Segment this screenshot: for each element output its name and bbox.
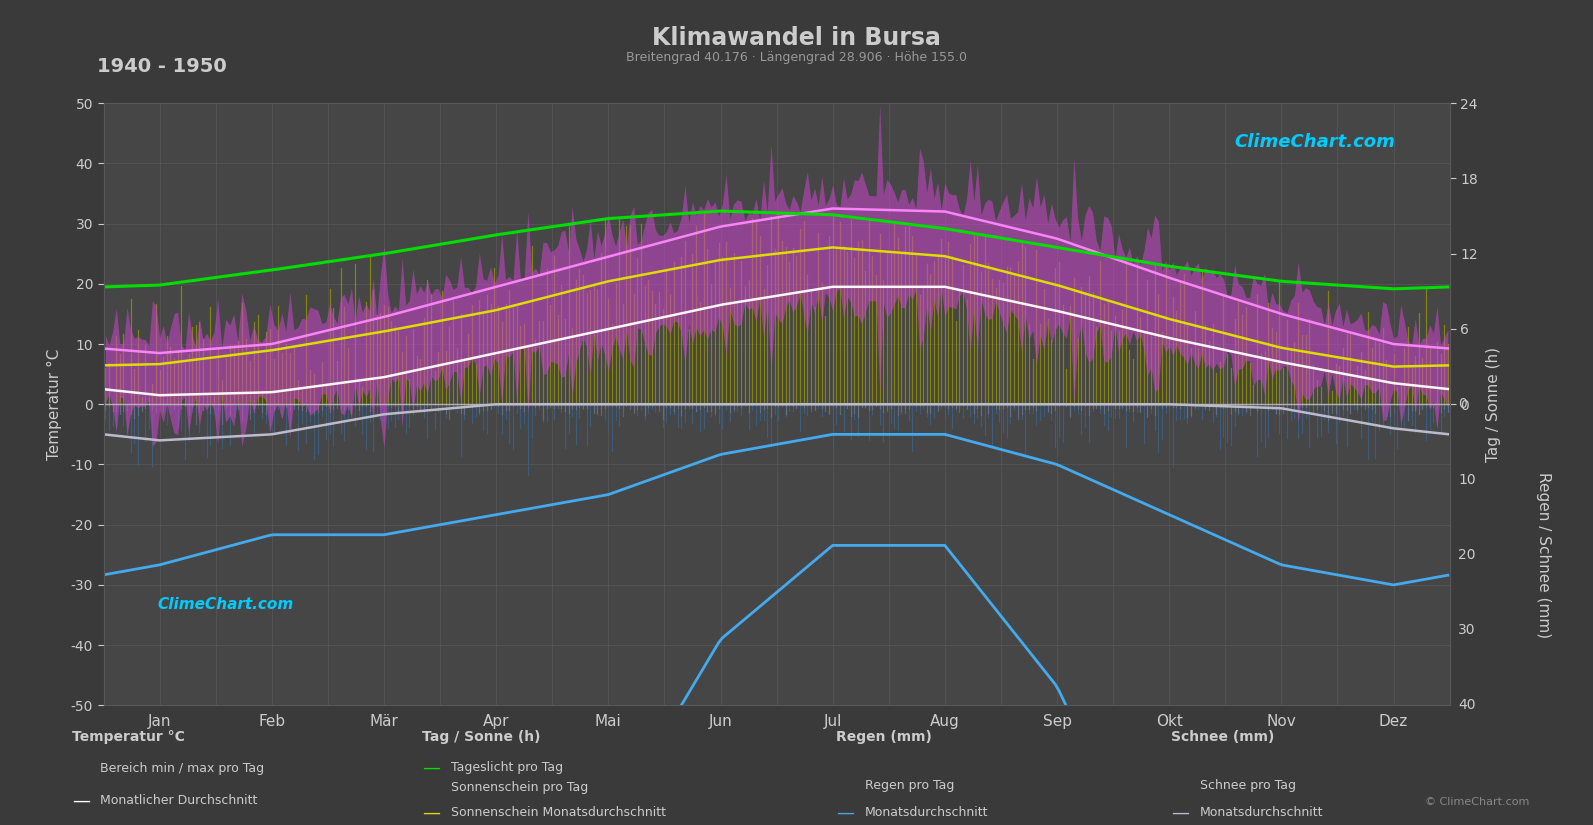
Y-axis label: Temperatur °C: Temperatur °C — [48, 348, 62, 460]
Text: Monatsdurchschnitt: Monatsdurchschnitt — [1200, 806, 1324, 819]
Text: 40: 40 — [1458, 699, 1475, 712]
Text: —: — — [836, 804, 854, 822]
Text: 0: 0 — [1458, 398, 1467, 411]
Text: Klimawandel in Bursa: Klimawandel in Bursa — [652, 26, 941, 50]
Text: Bereich min / max pro Tag: Bereich min / max pro Tag — [100, 762, 264, 776]
Text: 30: 30 — [1458, 623, 1475, 637]
Text: Regen (mm): Regen (mm) — [836, 730, 932, 744]
Text: Sonnenschein Monatsdurchschnitt: Sonnenschein Monatsdurchschnitt — [451, 806, 666, 819]
Text: © ClimeChart.com: © ClimeChart.com — [1424, 797, 1529, 807]
Text: —: — — [1171, 804, 1188, 822]
Text: Temperatur °C: Temperatur °C — [72, 730, 185, 744]
Text: Schnee (mm): Schnee (mm) — [1171, 730, 1274, 744]
Text: Monatsdurchschnitt: Monatsdurchschnitt — [865, 806, 989, 819]
Text: —: — — [72, 791, 89, 809]
Text: 20: 20 — [1458, 548, 1475, 562]
Text: Regen / Schnee (mm): Regen / Schnee (mm) — [1536, 472, 1552, 638]
Text: ClimeChart.com: ClimeChart.com — [1235, 134, 1395, 151]
Text: Breitengrad 40.176 · Längengrad 28.906 · Höhe 155.0: Breitengrad 40.176 · Längengrad 28.906 ·… — [626, 51, 967, 64]
Text: Monatlicher Durchschnitt: Monatlicher Durchschnitt — [100, 794, 258, 807]
Text: —: — — [422, 804, 440, 822]
Text: Sonnenschein pro Tag: Sonnenschein pro Tag — [451, 781, 588, 794]
Text: Regen pro Tag: Regen pro Tag — [865, 779, 954, 792]
Text: —: — — [422, 758, 440, 776]
Text: Tag / Sonne (h): Tag / Sonne (h) — [422, 730, 540, 744]
Y-axis label: Tag / Sonne (h): Tag / Sonne (h) — [1486, 346, 1501, 462]
Text: 1940 - 1950: 1940 - 1950 — [97, 57, 226, 76]
Text: Tageslicht pro Tag: Tageslicht pro Tag — [451, 761, 562, 774]
Text: ClimeChart.com: ClimeChart.com — [158, 597, 293, 612]
Text: 10: 10 — [1458, 473, 1475, 487]
Text: Schnee pro Tag: Schnee pro Tag — [1200, 779, 1295, 792]
